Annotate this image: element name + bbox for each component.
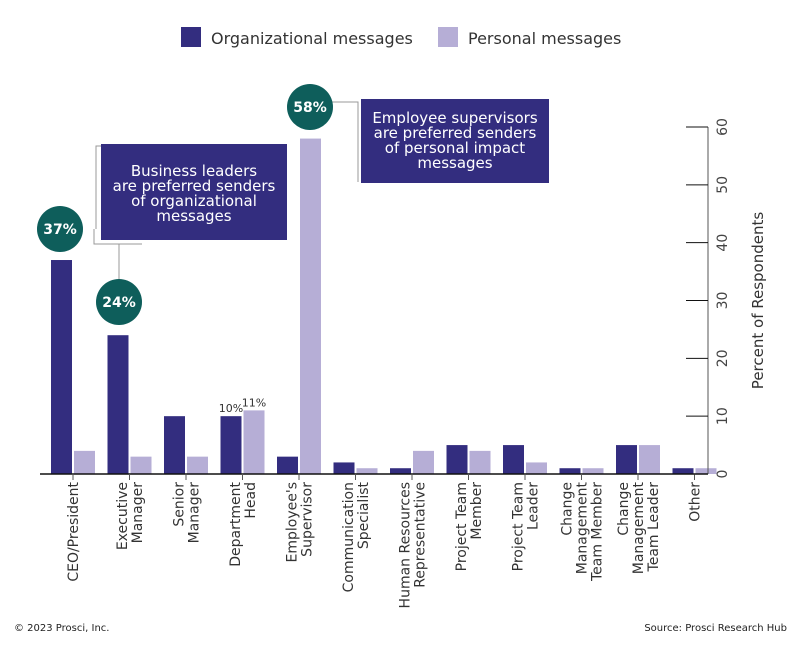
legend-swatch (438, 27, 458, 47)
data-label: 10% (219, 402, 243, 415)
bar (695, 468, 717, 474)
y-tick-label: 60 (715, 118, 731, 136)
category-label: Representative (413, 482, 429, 588)
category-label: Management (631, 482, 647, 575)
value-badge-text: 37% (43, 222, 77, 238)
bar (243, 410, 265, 474)
value-badge (96, 279, 142, 325)
copyright: © 2023 Prosci, Inc. (14, 623, 110, 634)
callout-leader (330, 101, 359, 182)
value-badge-text: 58% (293, 100, 327, 116)
category-label: Change (616, 482, 632, 536)
bar (164, 416, 185, 474)
callout-text: are preferred senders (113, 177, 276, 195)
callout-box (361, 99, 549, 183)
y-axis-label: Percent of Respondents (749, 212, 767, 390)
category-label: Employee's (285, 482, 301, 562)
bar (130, 456, 152, 474)
bar (639, 445, 660, 474)
category-label: Specialist (356, 481, 372, 549)
bar (503, 445, 524, 474)
bar (356, 468, 378, 474)
callout-leader (93, 229, 142, 245)
category-label: Member (469, 482, 485, 540)
category-label: Department (228, 481, 244, 566)
bar (672, 468, 694, 474)
category-label: Manager (130, 482, 146, 544)
bar (220, 416, 242, 474)
callout-text: Employee supervisors (372, 109, 538, 127)
legend-label: Organizational messages (211, 29, 413, 48)
y-tick-label: 10 (715, 407, 731, 425)
category-label: Other (688, 482, 704, 522)
y-tick-label: 0 (715, 470, 731, 479)
bar (390, 468, 411, 474)
category-label: Executive (115, 482, 131, 550)
bar (300, 138, 321, 475)
category-label: Leader (526, 482, 542, 530)
y-tick-label: 40 (715, 234, 731, 252)
category-label: CEO/President (66, 482, 82, 582)
bar (413, 450, 434, 474)
bar (107, 335, 129, 474)
bar (51, 260, 72, 474)
callout-text: messages (417, 154, 492, 172)
callout-text: are preferred senders (374, 124, 537, 142)
callout-text: messages (156, 207, 231, 225)
legend-label: Personal messages (468, 29, 621, 48)
category-label: Team Leader (646, 482, 662, 573)
bar (277, 456, 298, 474)
category-label: Project Team (454, 482, 470, 571)
category-label: Team Member (590, 482, 606, 582)
callout-text: Business leaders (131, 162, 257, 180)
category-label: Human Resources (398, 482, 414, 608)
bar (446, 445, 468, 474)
data-label: 11% (242, 396, 266, 409)
y-tick-label: 30 (715, 292, 731, 310)
bar (187, 456, 208, 474)
callout-text: of organizational (131, 192, 257, 210)
bar (582, 468, 604, 474)
source: Source: Prosci Research Hub (644, 623, 787, 634)
value-badge (287, 84, 333, 130)
category-label: Management (575, 482, 591, 575)
category-label: Change (560, 482, 576, 536)
category-label: Manager (187, 482, 203, 544)
category-label: Project Team (511, 482, 527, 571)
value-badge (37, 206, 83, 252)
category-label: Supervisor (300, 482, 316, 557)
y-tick-label: 20 (715, 349, 731, 367)
value-badge-text: 24% (102, 295, 136, 311)
legend-swatch (181, 27, 201, 47)
category-label: Senior (172, 482, 188, 527)
bar (74, 450, 95, 474)
bar (333, 462, 355, 474)
y-tick-label: 50 (715, 176, 731, 194)
bar (616, 445, 637, 474)
callout-text: of personal impact (385, 139, 526, 157)
category-label: Communication (341, 482, 357, 592)
bar (559, 468, 581, 474)
bar (526, 462, 547, 474)
callout-box (101, 144, 287, 240)
bar (469, 450, 491, 474)
category-label: Head (243, 482, 259, 519)
